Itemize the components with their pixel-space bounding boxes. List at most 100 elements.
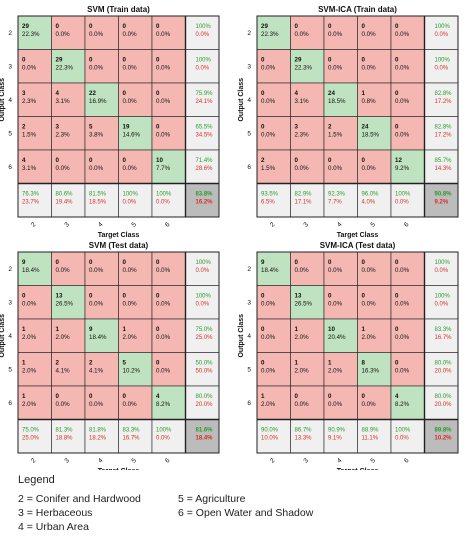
matrix-cell <box>118 116 153 151</box>
cell-count: 13 <box>56 293 63 300</box>
col-summary-bad: 0.0% <box>156 436 170 442</box>
cell-count: 4 <box>56 90 60 97</box>
col-summary-good: 88.9% <box>362 428 380 434</box>
cell-count: 1 <box>22 360 26 367</box>
matrix-cell <box>118 318 153 353</box>
col-summary-good: 100% <box>395 192 411 198</box>
row-summary-bad: 16.7% <box>435 335 453 341</box>
y-tick-label: 6 <box>8 400 12 407</box>
matrix-cell <box>17 385 52 420</box>
cell-percent: 0.0% <box>56 31 71 38</box>
x-tick-label: 6 <box>403 221 411 229</box>
row-summary-cell <box>424 318 459 353</box>
cell-count: 0 <box>156 259 160 266</box>
cell-percent: 0.0% <box>362 165 377 172</box>
matrix-cell <box>256 149 291 184</box>
cell-percent: 2.0% <box>22 334 37 341</box>
matrix-cell <box>17 285 52 320</box>
row-summary-good: 100% <box>435 58 451 64</box>
cell-count: 0 <box>362 393 366 400</box>
cell-count: 2 <box>22 124 26 131</box>
col-summary-good: 90.9% <box>328 428 346 434</box>
matrix-cell <box>84 285 119 320</box>
cell-count: 0 <box>395 360 399 367</box>
cell-count: 3 <box>56 124 60 131</box>
cell-count: 29 <box>56 57 63 64</box>
col-summary-good: 96.0% <box>362 192 380 198</box>
cell-count: 0 <box>328 393 332 400</box>
cell-percent: 0.0% <box>156 334 171 341</box>
cell-percent: 16.9% <box>89 98 107 105</box>
cell-percent: 0.0% <box>362 301 377 308</box>
cell-percent: 0.0% <box>89 301 104 308</box>
col-summary-good: 83.3% <box>123 428 141 434</box>
cell-percent: 0.0% <box>362 267 377 274</box>
matrix-cell <box>151 116 186 151</box>
col-summary-bad: 0.0% <box>123 200 137 206</box>
y-tick-label: 2 <box>247 266 251 273</box>
cell-percent: 0.0% <box>156 267 171 274</box>
cell-count: 0 <box>89 157 93 164</box>
y-tick-label: 5 <box>247 130 251 137</box>
cell-percent: 26.5% <box>56 301 74 308</box>
cell-percent: 0.0% <box>89 165 104 172</box>
cell-count: 10 <box>328 326 335 333</box>
cell-count: 0 <box>123 23 127 30</box>
total-cell <box>424 183 459 218</box>
matrix-cell <box>51 15 86 50</box>
col-summary-good: 81.8% <box>89 428 107 434</box>
cell-count: 0 <box>362 157 366 164</box>
legend-entry-3: 3 = Herbaceous <box>18 507 93 519</box>
matrix-cell <box>323 149 358 184</box>
total-bad: 16.2% <box>196 200 214 206</box>
matrix-cell <box>290 49 325 84</box>
matrix-cell <box>84 251 119 286</box>
matrix-cell <box>256 285 291 320</box>
col-summary-good: 100% <box>123 192 139 198</box>
matrix-cell <box>290 149 325 184</box>
cell-count: 0 <box>123 259 127 266</box>
cell-percent: 14.6% <box>123 132 141 139</box>
total-bad: 10.2% <box>435 436 453 442</box>
cell-percent: 0.0% <box>328 401 343 408</box>
cell-count: 4 <box>395 393 399 400</box>
row-summary-bad: 25.0% <box>196 335 214 341</box>
matrix-cell <box>151 82 186 117</box>
matrix-cell <box>118 82 153 117</box>
cell-percent: 3.1% <box>56 98 71 105</box>
matrix-cell <box>151 352 186 387</box>
cell-count: 0 <box>328 157 332 164</box>
cell-percent: 0.0% <box>261 98 276 105</box>
cell-count: 22 <box>89 90 96 97</box>
cell-count: 1 <box>22 393 26 400</box>
col-summary-bad: 4.0% <box>362 200 376 206</box>
cell-percent: 0.0% <box>123 301 138 308</box>
row-summary-cell <box>424 116 459 151</box>
cell-percent: 0.0% <box>395 368 410 375</box>
total-cell <box>424 419 459 454</box>
matrix-cell <box>256 49 291 84</box>
y-tick-label: 4 <box>247 97 251 104</box>
col-summary-good: 81.3% <box>56 428 74 434</box>
cell-count: 0 <box>362 57 366 64</box>
cell-percent: 8.2% <box>395 401 410 408</box>
col-summary-cell <box>256 183 291 218</box>
col-summary-bad: 13.3% <box>295 436 313 442</box>
cell-count: 19 <box>123 124 130 131</box>
cell-percent: 0.0% <box>328 31 343 38</box>
cell-count: 5 <box>123 360 127 367</box>
chart-title: SVM (Test data) <box>89 241 149 250</box>
total-good: 83.8% <box>196 192 214 198</box>
cell-percent: 0.0% <box>295 31 310 38</box>
row-summary-bad: 34.5% <box>196 133 214 139</box>
cell-percent: 0.0% <box>156 132 171 139</box>
cell-count: 0 <box>395 90 399 97</box>
y-axis-label: Output Class <box>0 78 6 122</box>
matrix-cell <box>84 116 119 151</box>
matrix-cell <box>357 285 392 320</box>
cell-percent: 2.0% <box>328 368 343 375</box>
row-summary-bad: 14.3% <box>435 166 453 172</box>
matrix-cell <box>357 251 392 286</box>
row-summary-bad: 20.0% <box>196 402 214 408</box>
cell-count: 0 <box>261 124 265 131</box>
